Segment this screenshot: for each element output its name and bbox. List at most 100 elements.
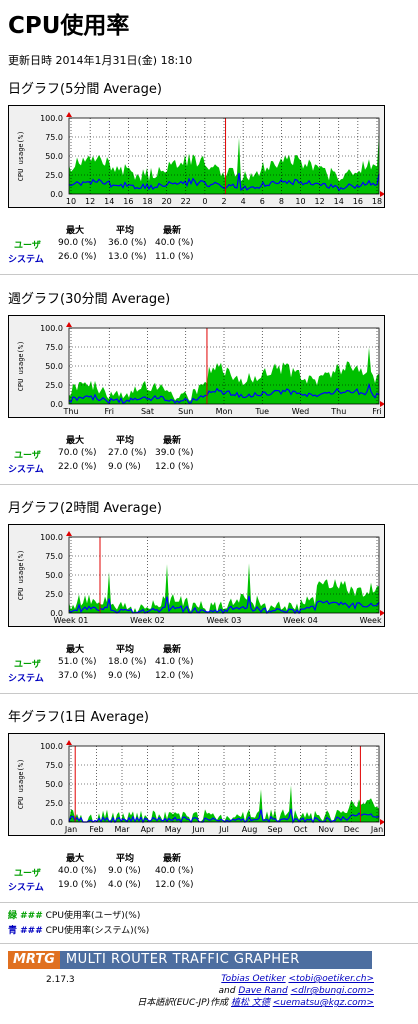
legend-user-key: 緑 ### — [8, 911, 43, 921]
xtick-label-6: Wed — [292, 407, 309, 416]
plot-border — [68, 745, 380, 823]
user-area — [69, 563, 379, 613]
xtick-label-4: May — [165, 825, 182, 834]
section-divider-1 — [0, 484, 418, 485]
xtick-label-12: 10 — [295, 197, 305, 206]
stats-header-cur: 最新 — [163, 645, 182, 655]
stats-value-user-max: 51.0 (%) — [58, 657, 97, 667]
stats-value-user-cur: 39.0 (%) — [155, 448, 194, 458]
xtick-label-10: 6 — [260, 197, 265, 206]
xtick-label-15: 16 — [353, 197, 363, 206]
ytick-label-4: 0.0 — [50, 190, 63, 199]
ytick-label-2: 50.0 — [45, 362, 63, 371]
xtick-label-3: Sun — [178, 407, 193, 416]
xtick-label-3: Apr — [141, 825, 156, 834]
xtick-label-4: Week 05 — [360, 616, 384, 625]
xtick-label-5: Jun — [191, 825, 205, 834]
ytick-label-2: 50.0 — [45, 780, 63, 789]
ytick-label-0: 100.0 — [40, 533, 63, 542]
stats-header-max: 最大 — [66, 226, 85, 236]
author1-link[interactable]: Tobias Oetiker — [221, 974, 286, 984]
stats-value-user-avg: 27.0 (%) — [108, 448, 147, 458]
stats-row-system: システム 19.0 (%) 4.0 (%) 12.0 (%) — [8, 880, 308, 893]
page-title: CPU使用率 — [8, 13, 130, 39]
legend-system-text: CPU使用率(システム)(%) — [45, 926, 150, 936]
stats-row-user: ユーザ 40.0 (%) 9.0 (%) 40.0 (%) — [8, 866, 308, 879]
legend-system-key: 青 ### — [8, 926, 43, 936]
xtick-label-6: Jul — [218, 825, 229, 834]
xtick-label-12: Jan — [370, 825, 383, 834]
stats-header-avg: 平均 — [116, 436, 135, 446]
ytick-label-4: 0.0 — [50, 400, 63, 409]
mrtg-version: 2.17.3 — [46, 975, 75, 985]
stats-label-user: ユーザ — [14, 241, 41, 251]
jp-author-link[interactable]: 植松 文德 — [230, 998, 270, 1008]
x-arrow — [380, 401, 384, 407]
email1-link[interactable]: <tobi@oetiker.ch> — [288, 974, 374, 984]
footer-divider — [0, 943, 418, 944]
legend-user-text: CPU使用率(ユーザ)(%) — [45, 911, 141, 921]
stats-value-user-cur: 41.0 (%) — [155, 657, 194, 667]
stats-row-system: システム 26.0 (%) 13.0 (%) 11.0 (%) — [8, 252, 308, 265]
xtick-label-5: Tue — [254, 407, 269, 416]
graph-image-0: 100.0 75.0 50.0 25.0 0.0 10 12 14 16 18 20 22 0 2 4 6 8 1… — [8, 105, 385, 208]
xtick-label-11: 8 — [279, 197, 284, 206]
xtick-label-1: Fri — [104, 407, 114, 416]
plot-border — [68, 117, 380, 195]
stats-header-avg: 平均 — [116, 854, 135, 864]
stats-label-system: システム — [8, 674, 44, 684]
graph-svg-0: 100.075.050.025.00.010 12 14 16 18 20 22 0 2 4 6 8 1… — [17, 112, 384, 206]
jp-email-link[interactable]: <uematsu@kgz.com> — [272, 998, 374, 1008]
graph-image-2: 100.0 75.0 50.0 25.0 0.0 Week 01 Week 02 Week 0… — [8, 524, 385, 627]
system-line — [68, 595, 380, 615]
stats-row-user: ユーザ 90.0 (%) 36.0 (%) 40.0 (%) — [8, 238, 308, 251]
xtick-label-16: 18 — [372, 197, 382, 206]
stats-value-system-cur: 11.0 (%) — [155, 252, 194, 262]
stats-header-max: 最大 — [66, 645, 85, 655]
stats-header-max: 最大 — [66, 854, 85, 864]
author2-link[interactable]: Dave Rand — [238, 986, 288, 996]
xtick-label-1: Week 02 — [130, 616, 165, 625]
y-arrow — [66, 531, 72, 536]
xtick-label-2: Week 03 — [207, 616, 242, 625]
xtick-label-2: 14 — [104, 197, 114, 206]
email2-link[interactable]: <dlr@bungi.com> — [290, 986, 374, 996]
mrtg-banner[interactable]: MRTG MULTI ROUTER TRAFFIC GRAPHER — [8, 951, 372, 969]
xtick-label-8: Sep — [267, 825, 282, 834]
xtick-label-2: Mar — [114, 825, 130, 834]
xtick-label-0: 10 — [66, 197, 76, 206]
xtick-label-9: 4 — [241, 197, 246, 206]
xtick-label-0: Jan — [64, 825, 77, 834]
stats-table-1: 最大 平均 最新 ユーザ 70.0 (%) 27.0 (%) 39.0 (%) システム 22.… — [8, 433, 308, 475]
ytick-label-0: 100.0 — [40, 324, 63, 333]
legend-system: 青 ### CPU使用率(システム)(%) — [8, 923, 149, 936]
credits: Tobias Oetiker <tobi@oetiker.ch> and Dav… — [137, 973, 374, 1009]
graph-heading-0: 日グラフ(5分間 Average) — [8, 82, 162, 97]
graph-heading-3: 年グラフ(1日 Average) — [8, 710, 149, 725]
plot-border — [68, 327, 380, 405]
stats-value-user-max: 70.0 (%) — [58, 448, 97, 458]
xtick-label-11: Dec — [344, 825, 359, 834]
ytick-label-2: 50.0 — [45, 571, 63, 580]
stats-value-system-max: 26.0 (%) — [58, 252, 97, 262]
stats-header-cur: 最新 — [163, 854, 182, 864]
stats-value-user-max: 40.0 (%) — [58, 866, 97, 876]
ytick-label-4: 0.0 — [50, 609, 63, 618]
y-axis-label: CPU usage(%) — [17, 759, 25, 810]
stats-header-cur: 最新 — [163, 226, 182, 236]
stats-label-system: システム — [8, 883, 44, 893]
stats-row-user: ユーザ 70.0 (%) 27.0 (%) 39.0 (%) — [8, 448, 308, 461]
xtick-label-4: Mon — [216, 407, 233, 416]
xtick-label-0: Thu — [62, 407, 78, 416]
updated-timestamp: 更新日時 2014年1月31日(金) 18:10 — [8, 54, 193, 67]
stats-value-system-cur: 12.0 (%) — [155, 671, 194, 681]
xtick-label-2: Sat — [141, 407, 154, 416]
stats-label-system: システム — [8, 255, 44, 265]
ytick-label-1: 75.0 — [45, 761, 63, 770]
y-axis-label: CPU usage(%) — [17, 341, 25, 392]
stats-table-2: 最大 平均 最新 ユーザ 51.0 (%) 18.0 (%) 41.0 (%) システム 37.… — [8, 642, 308, 684]
xtick-label-7: Aug — [242, 825, 258, 834]
ytick-label-1: 75.0 — [45, 133, 63, 142]
